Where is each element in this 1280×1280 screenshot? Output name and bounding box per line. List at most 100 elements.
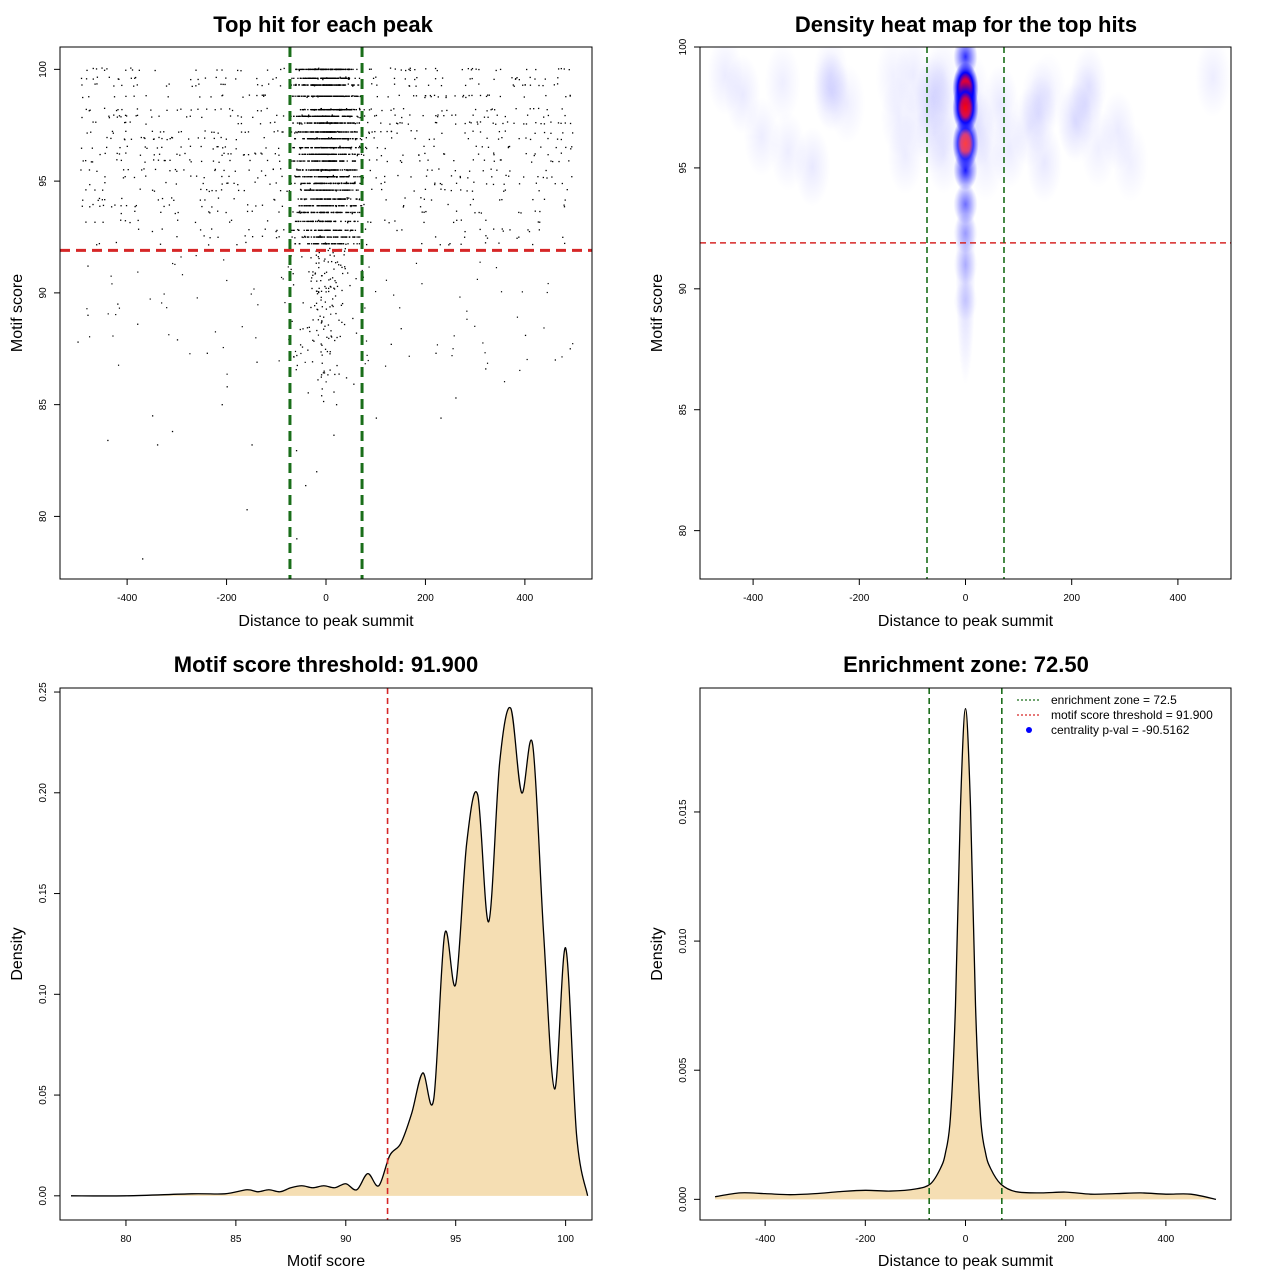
scatter-point bbox=[301, 182, 303, 185]
scatter-point bbox=[124, 175, 126, 178]
scatter-point bbox=[323, 138, 326, 140]
scatter-point bbox=[237, 183, 239, 186]
chart-panel-2: Density heat map for the top hitsDistanc… bbox=[649, 12, 1232, 630]
scatter-point bbox=[509, 170, 511, 172]
heatmap-cell bbox=[707, 47, 744, 116]
scatter-point bbox=[356, 153, 359, 155]
scatter-point bbox=[306, 146, 308, 149]
scatter-point bbox=[462, 96, 464, 98]
scatter-point bbox=[538, 190, 540, 192]
scatter-point bbox=[297, 131, 299, 133]
scatter-point bbox=[356, 236, 358, 238]
scatter-point bbox=[344, 77, 347, 79]
scatter-point bbox=[345, 146, 347, 149]
scatter-point bbox=[302, 108, 304, 111]
scatter-point bbox=[190, 175, 192, 177]
scatter-point bbox=[328, 279, 330, 281]
scatter-point bbox=[344, 131, 347, 133]
scatter-point bbox=[367, 221, 369, 223]
scatter-point bbox=[353, 182, 356, 184]
scatter-point bbox=[297, 115, 299, 117]
scatter-point bbox=[386, 160, 388, 163]
scatter-point bbox=[314, 138, 316, 140]
scatter-point bbox=[369, 169, 371, 172]
scatter-point bbox=[320, 220, 322, 223]
scatter-point bbox=[331, 77, 333, 79]
scatter-point bbox=[460, 219, 462, 221]
scatter-point bbox=[133, 85, 135, 87]
scatter-point bbox=[368, 159, 371, 161]
scatter-point bbox=[310, 176, 312, 178]
scatter-point bbox=[281, 175, 283, 178]
scatter-point bbox=[365, 137, 368, 139]
scatter-point bbox=[305, 198, 308, 200]
scatter-point bbox=[327, 160, 329, 162]
scatter-point bbox=[324, 146, 327, 149]
scatter-point bbox=[307, 392, 309, 394]
scatter-point bbox=[348, 146, 350, 149]
scatter-point bbox=[347, 243, 349, 245]
scatter-point bbox=[312, 153, 314, 155]
scatter-point bbox=[307, 108, 309, 111]
scatter-point bbox=[343, 108, 346, 111]
scatter-point bbox=[146, 147, 148, 149]
scatter-point bbox=[103, 69, 106, 71]
scatter-point bbox=[330, 122, 332, 124]
scatter-point bbox=[376, 147, 379, 149]
scatter-point bbox=[381, 188, 383, 191]
scatter-point bbox=[104, 199, 106, 201]
scatter-point bbox=[365, 146, 367, 149]
scatter-point bbox=[295, 68, 298, 71]
scatter-point bbox=[409, 69, 411, 72]
scatter-point bbox=[243, 154, 245, 156]
scatter-point bbox=[424, 96, 426, 99]
scatter-point bbox=[310, 236, 313, 238]
scatter-point bbox=[350, 146, 353, 148]
scatter-point bbox=[324, 84, 326, 86]
scatter-point bbox=[154, 69, 156, 72]
scatter-point bbox=[327, 115, 329, 117]
scatter-point bbox=[281, 131, 283, 133]
scatter-point bbox=[325, 160, 327, 162]
scatter-point bbox=[166, 109, 168, 111]
scatter-point bbox=[199, 96, 201, 98]
scatter-point bbox=[523, 96, 525, 98]
scatter-point bbox=[307, 146, 309, 149]
scatter-point bbox=[451, 114, 453, 116]
scatter-point bbox=[248, 229, 250, 231]
scatter-point bbox=[293, 77, 295, 79]
scatter-point bbox=[308, 236, 310, 238]
scatter-point bbox=[359, 146, 362, 149]
x-tick-label: 85 bbox=[230, 1234, 242, 1245]
scatter-point bbox=[313, 122, 316, 124]
scatter-point bbox=[343, 84, 345, 86]
scatter-point bbox=[498, 130, 501, 133]
scatter-point bbox=[322, 220, 324, 223]
scatter-point bbox=[351, 169, 354, 171]
scatter-point bbox=[342, 160, 345, 162]
scatter-point bbox=[311, 220, 314, 223]
scatter-point bbox=[177, 219, 179, 221]
scatter-point bbox=[125, 115, 128, 117]
scatter-point bbox=[324, 176, 326, 178]
scatter-point bbox=[341, 236, 343, 238]
scatter-point bbox=[190, 161, 192, 163]
scatter-point bbox=[338, 373, 340, 375]
scatter-point bbox=[507, 146, 510, 149]
scatter-point bbox=[338, 211, 340, 214]
scatter-point bbox=[534, 78, 536, 80]
scatter-point bbox=[410, 176, 412, 178]
scatter-point bbox=[88, 96, 90, 98]
scatter-point bbox=[352, 229, 354, 231]
scatter-point bbox=[325, 271, 328, 273]
scatter-point bbox=[320, 374, 323, 376]
scatter-point bbox=[321, 243, 323, 245]
scatter-point bbox=[309, 138, 312, 140]
scatter-point bbox=[455, 210, 458, 212]
scatter-point bbox=[368, 132, 371, 134]
scatter-point bbox=[322, 84, 324, 86]
scatter-point bbox=[217, 210, 219, 212]
scatter-point bbox=[346, 197, 348, 199]
scatter-point bbox=[310, 138, 312, 140]
scatter-point bbox=[337, 243, 339, 245]
